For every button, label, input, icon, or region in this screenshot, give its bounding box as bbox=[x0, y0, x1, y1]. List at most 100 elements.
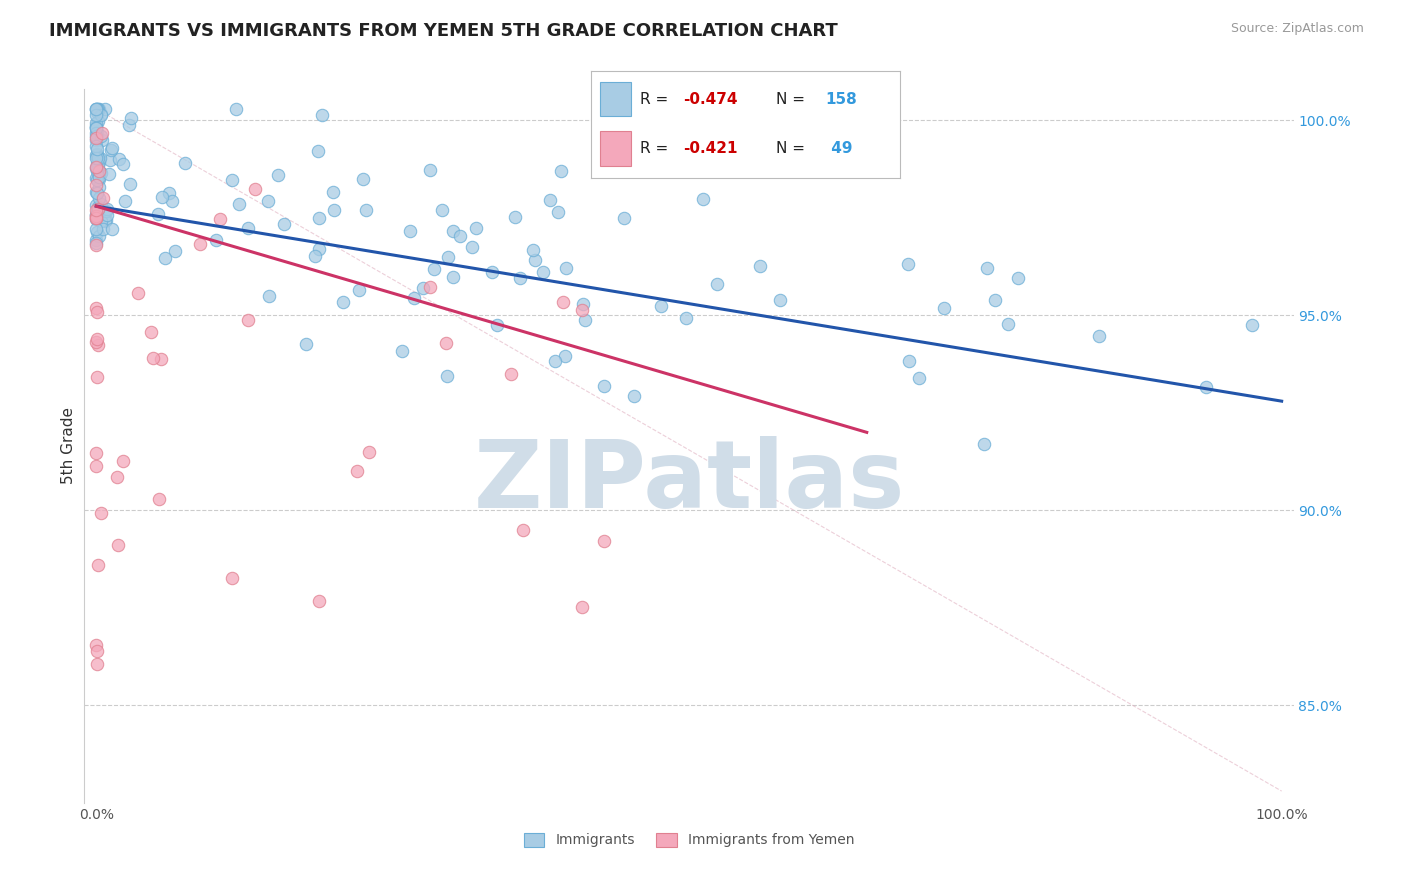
Point bbox=[86, 173, 108, 187]
Point bbox=[554, 350, 576, 364]
Point bbox=[84, 161, 107, 175]
Point bbox=[90, 196, 112, 211]
Point bbox=[86, 125, 108, 139]
Bar bbox=[600, 82, 631, 116]
Point bbox=[150, 351, 173, 366]
Point bbox=[897, 354, 920, 368]
Point bbox=[84, 116, 107, 130]
Point bbox=[86, 186, 108, 201]
Point bbox=[86, 105, 108, 120]
Point bbox=[423, 262, 446, 277]
Point bbox=[572, 297, 595, 311]
Point bbox=[332, 294, 354, 309]
Point bbox=[432, 202, 454, 217]
Point bbox=[86, 301, 108, 315]
Point bbox=[509, 270, 531, 285]
Point bbox=[983, 293, 1005, 308]
Point bbox=[87, 202, 110, 216]
Point bbox=[84, 212, 107, 227]
Point bbox=[86, 161, 108, 176]
Point bbox=[86, 142, 108, 156]
Point bbox=[87, 337, 110, 351]
Point bbox=[323, 203, 346, 218]
Point bbox=[98, 153, 121, 167]
Point bbox=[108, 152, 131, 166]
Point bbox=[90, 128, 112, 143]
Point bbox=[419, 280, 441, 294]
Point bbox=[245, 182, 267, 196]
Point bbox=[87, 102, 110, 116]
Point bbox=[101, 222, 124, 236]
Point bbox=[461, 240, 484, 254]
Point bbox=[97, 167, 120, 181]
Point bbox=[165, 244, 187, 258]
Point bbox=[84, 147, 107, 161]
Point bbox=[90, 108, 112, 122]
Point bbox=[208, 212, 231, 227]
Point bbox=[86, 185, 108, 199]
Text: ZIPatlas: ZIPatlas bbox=[474, 435, 904, 528]
Point bbox=[87, 113, 110, 128]
Point bbox=[86, 158, 108, 172]
Text: N =: N = bbox=[776, 92, 806, 107]
Text: -0.474: -0.474 bbox=[683, 92, 738, 107]
Point bbox=[89, 163, 111, 178]
Point bbox=[441, 269, 464, 284]
Point bbox=[551, 294, 574, 309]
Point bbox=[174, 156, 197, 170]
Point bbox=[160, 194, 183, 208]
Point bbox=[86, 164, 108, 178]
Point bbox=[86, 657, 108, 672]
Point bbox=[86, 133, 108, 147]
Text: Source: ZipAtlas.com: Source: ZipAtlas.com bbox=[1230, 22, 1364, 36]
Point bbox=[531, 265, 554, 279]
Point bbox=[87, 558, 110, 573]
Text: 49: 49 bbox=[825, 141, 852, 156]
Point bbox=[84, 131, 107, 145]
Point bbox=[266, 168, 288, 182]
Point bbox=[84, 211, 107, 225]
Point bbox=[90, 506, 112, 520]
Point bbox=[675, 310, 697, 325]
Point bbox=[481, 265, 503, 279]
Point bbox=[547, 205, 569, 219]
Point bbox=[86, 120, 108, 134]
Point bbox=[84, 102, 107, 116]
Legend: Immigrants, Immigrants from Yemen: Immigrants, Immigrants from Yemen bbox=[517, 827, 860, 853]
Point bbox=[114, 194, 136, 209]
Point bbox=[86, 204, 108, 219]
Point bbox=[94, 214, 117, 228]
Point bbox=[464, 221, 486, 235]
Point bbox=[94, 102, 117, 116]
Point bbox=[86, 370, 108, 384]
Point bbox=[524, 252, 547, 267]
Text: -0.421: -0.421 bbox=[683, 141, 738, 156]
Point bbox=[352, 171, 374, 186]
Point bbox=[84, 233, 107, 247]
Point bbox=[236, 221, 259, 235]
Point bbox=[90, 107, 112, 121]
Point bbox=[94, 204, 117, 219]
Point bbox=[571, 302, 593, 317]
Point bbox=[105, 469, 128, 483]
Point bbox=[571, 599, 593, 614]
Point bbox=[84, 120, 107, 135]
Bar bbox=[600, 131, 631, 166]
Text: R =: R = bbox=[640, 141, 668, 156]
Point bbox=[205, 233, 228, 247]
Point bbox=[96, 202, 118, 217]
Point bbox=[87, 202, 110, 216]
Point bbox=[87, 172, 110, 186]
Point bbox=[256, 194, 278, 209]
Point bbox=[554, 260, 576, 275]
Text: R =: R = bbox=[640, 92, 668, 107]
Point bbox=[86, 222, 108, 236]
Point bbox=[84, 128, 107, 143]
Point bbox=[441, 223, 464, 237]
Point bbox=[650, 299, 672, 313]
Y-axis label: 5th Grade: 5th Grade bbox=[60, 408, 76, 484]
Point bbox=[87, 191, 110, 205]
Point bbox=[485, 318, 508, 333]
Point bbox=[86, 149, 108, 163]
Point bbox=[86, 107, 108, 121]
